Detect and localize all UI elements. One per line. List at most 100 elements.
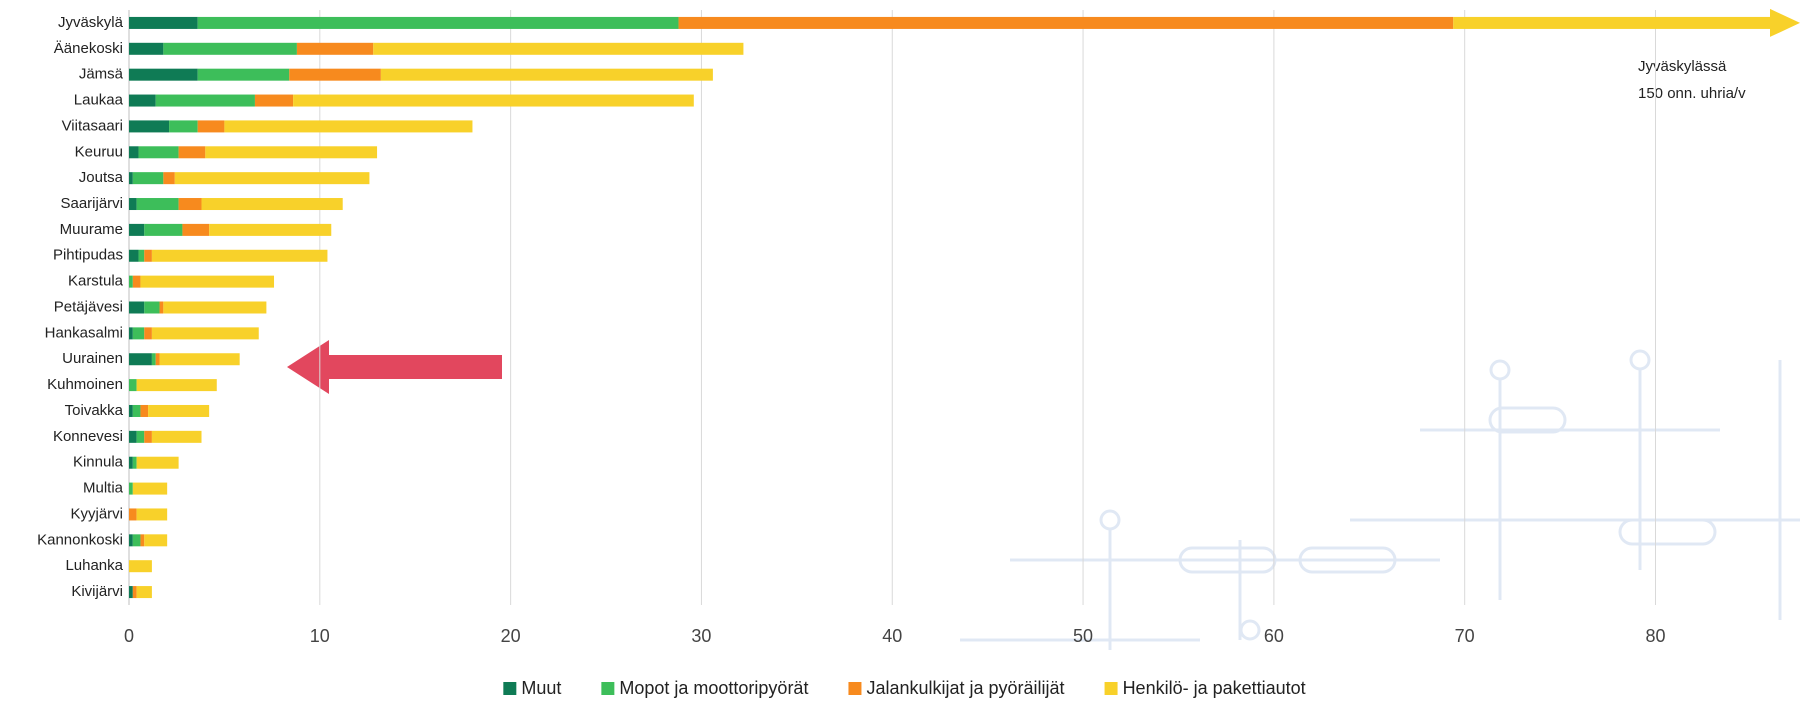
bar-segment: [178, 146, 206, 159]
bar-segment: [254, 94, 294, 107]
y-tick-label: Karstula: [68, 273, 124, 290]
bar-segment: [132, 404, 141, 417]
bar-segment: [144, 534, 168, 547]
y-tick-label: Saarijärvi: [60, 195, 123, 212]
annotation-line: Jyväskylässä: [1638, 58, 1727, 75]
bar-segment: [140, 275, 275, 288]
bar-segment: [129, 249, 139, 262]
bar-segment: [169, 120, 198, 133]
bar-segment: [129, 482, 133, 495]
bar-segment: [138, 146, 179, 159]
y-tick-label: Multia: [83, 480, 124, 497]
x-tick-label: 10: [310, 626, 330, 646]
bar-segment: [155, 94, 255, 107]
bar-segment: [151, 430, 202, 443]
bar-segment: [129, 534, 133, 547]
y-tick-label: Äänekoski: [54, 40, 123, 57]
bar-segment: [129, 327, 133, 340]
bar-segment: [144, 249, 152, 262]
bar-segment: [136, 430, 145, 443]
bar-segment: [129, 146, 139, 159]
overflow-arrowhead: [1770, 8, 1800, 37]
watermark: [960, 349, 1800, 650]
bar-segment: [296, 42, 374, 55]
bar-segment: [151, 327, 259, 340]
x-tick-label: 20: [501, 626, 521, 646]
bar-segment: [129, 508, 137, 521]
bar-segment: [678, 16, 1454, 29]
bar-segment: [163, 301, 267, 314]
legend-swatch: [503, 682, 517, 695]
legend-label: Jalankulkijat ja pyöräilijät: [866, 678, 1064, 698]
bar-segment: [373, 42, 744, 55]
bar-segment: [151, 249, 328, 262]
x-tick-label: 0: [124, 626, 134, 646]
bar-segment: [144, 430, 152, 443]
y-tick-label: Konnevesi: [53, 428, 123, 445]
bar-segment: [140, 534, 145, 547]
bar-segment: [380, 68, 713, 81]
bar-segment: [163, 172, 175, 185]
y-tick-label: Kinnula: [73, 454, 124, 471]
bar-segment: [129, 275, 133, 288]
bar-segment: [197, 120, 225, 133]
bar-segment: [159, 353, 240, 366]
bar-segment: [136, 586, 152, 599]
bar-segment: [129, 42, 164, 55]
bar-segment: [136, 456, 179, 469]
bar-segment: [129, 68, 198, 81]
bar-segment: [197, 16, 679, 29]
y-tick-label: Laukaa: [74, 92, 124, 109]
bar-segment: [132, 482, 168, 495]
bar-segment: [182, 223, 210, 236]
bar-segment: [129, 120, 170, 133]
y-tick-label: Kivijärvi: [71, 583, 123, 600]
bar-segment: [129, 16, 198, 29]
y-tick-label: Uurainen: [62, 350, 123, 367]
legend-label: Henkilö- ja pakettiautot: [1123, 678, 1306, 698]
legend-label: Muut: [521, 678, 561, 698]
bar-segment: [293, 94, 694, 107]
annotation-line: 150 onn. uhria/v: [1638, 85, 1746, 102]
bar-segment: [163, 42, 297, 55]
bar-segment: [174, 172, 370, 185]
bar-segment: [129, 586, 133, 599]
y-tick-label: Joutsa: [79, 169, 124, 186]
y-tick-label: Pihtipudas: [53, 247, 123, 264]
x-tick-label: 50: [1073, 626, 1093, 646]
bar-segment: [159, 301, 164, 314]
y-tick-label: Kannonkoski: [37, 531, 123, 548]
bar-segment: [132, 327, 145, 340]
bar-segment: [132, 534, 141, 547]
bar-segment: [136, 379, 217, 392]
y-tick-label: Hankasalmi: [45, 324, 123, 341]
bar-segment: [132, 275, 141, 288]
bar-segment: [144, 327, 152, 340]
bar-segment: [178, 198, 202, 211]
bar-segment: [129, 379, 137, 392]
x-tick-label: 40: [882, 626, 902, 646]
bar-segment: [129, 301, 145, 314]
bar-segment: [138, 249, 145, 262]
legend-swatch: [848, 682, 862, 695]
bar-segment: [289, 68, 381, 81]
y-tick-label: Luhanka: [65, 557, 123, 574]
bar-segment: [129, 456, 133, 469]
bar-segment: [148, 404, 210, 417]
bar-segment: [209, 223, 332, 236]
bar-segment: [144, 223, 183, 236]
bar-segment: [129, 430, 137, 443]
bar-segment: [129, 353, 152, 366]
bar-segment: [197, 68, 290, 81]
legend-swatch: [1104, 682, 1118, 695]
bar-segment: [136, 508, 168, 521]
y-tick-label: Viitasaari: [62, 117, 123, 134]
legend-swatch: [601, 682, 615, 695]
x-tick-label: 30: [691, 626, 711, 646]
bar-segment: [136, 198, 179, 211]
bar-segment: [129, 404, 133, 417]
bar-segment: [129, 198, 137, 211]
bar-segment: [140, 404, 149, 417]
bar-segment: [205, 146, 378, 159]
